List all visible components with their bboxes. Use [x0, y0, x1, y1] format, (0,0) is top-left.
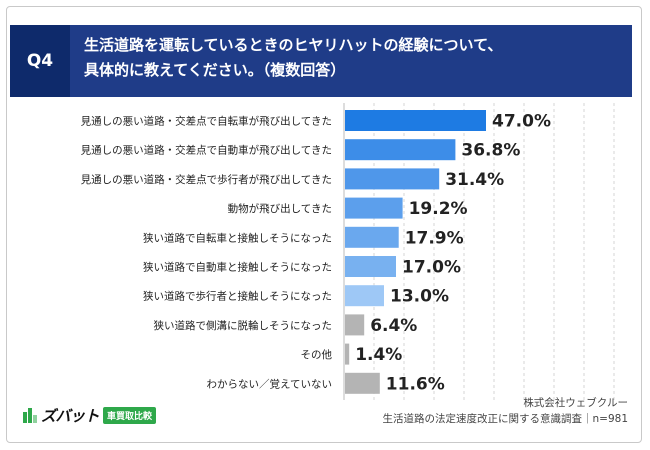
footer-survey: 生活道路の法定速度改正に関する意識調査｜n=981 — [382, 413, 629, 425]
zubatto-logo: ズバット 車買取比較 — [22, 403, 157, 427]
value-label: 6.4% — [370, 316, 417, 336]
question-title-line-1: 生活道路を運転しているときのヒヤリハットの経験について、 — [84, 36, 503, 54]
logo-mark-icon — [22, 406, 38, 424]
value-label: 36.8% — [461, 141, 520, 161]
value-label: 1.4% — [355, 345, 402, 365]
bar — [345, 139, 456, 161]
question-title-line-2: 具体的に教えてください。（複数回答） — [84, 61, 346, 79]
footer-company: 株式会社ウェブクルー — [523, 397, 628, 409]
question-header — [10, 25, 632, 97]
category-label: 狭い道路で歩行者と接触しそうになった — [143, 290, 332, 303]
value-label: 13.0% — [390, 287, 449, 307]
category-label: その他 — [301, 348, 333, 361]
bar — [345, 314, 365, 336]
category-label: 見通しの悪い道路・交差点で歩行者が飛び出してきた — [81, 173, 332, 186]
bar — [345, 168, 440, 190]
value-label: 17.0% — [402, 258, 461, 278]
category-label: 見通しの悪い道路・交差点で自転車が飛び出してきた — [81, 115, 332, 128]
category-label: 動物が飛び出してきた — [228, 202, 332, 215]
category-label: 見通しの悪い道路・交差点で自動車が飛び出してきた — [81, 144, 332, 157]
logo-badge: 車買取比較 — [103, 406, 157, 424]
bar — [345, 372, 380, 394]
bar — [345, 343, 350, 365]
question-number: Q4 — [10, 25, 70, 97]
category-label: 狭い道路で自転車と接触しそうになった — [143, 231, 332, 244]
bar — [345, 226, 399, 248]
bar — [345, 256, 396, 277]
bar — [345, 110, 486, 131]
category-label: わからない／覚えていない — [207, 377, 332, 390]
bar — [345, 285, 384, 307]
value-label: 47.0% — [492, 112, 551, 132]
value-label: 19.2% — [409, 199, 468, 219]
value-label: 11.6% — [386, 374, 445, 394]
value-label: 17.9% — [405, 228, 464, 248]
question-title: 生活道路を運転しているときのヒヤリハットの経験について、 具体的に教えてください… — [84, 33, 614, 83]
category-label: 狭い道路で自動車と接触しそうになった — [143, 261, 332, 274]
category-label: 狭い道路で側溝に脱輪しそうになった — [154, 319, 333, 332]
value-label: 31.4% — [445, 170, 504, 190]
logo-text: ズバット — [41, 406, 100, 425]
bar — [345, 197, 403, 219]
